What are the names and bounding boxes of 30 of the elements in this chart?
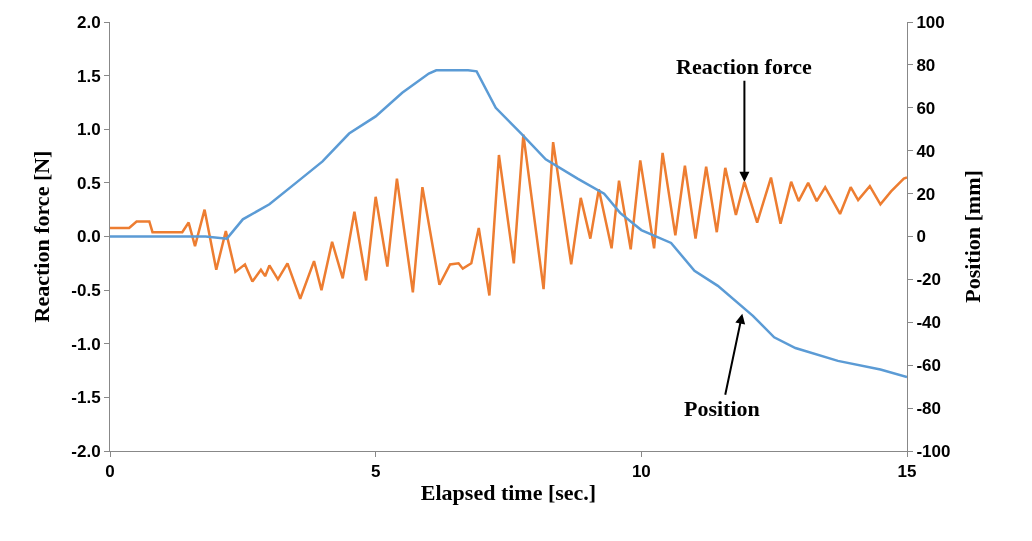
x-tick-label: 15 bbox=[897, 462, 917, 482]
y2-axis-title: Position [mm] bbox=[960, 170, 986, 303]
y2-tick-label: -80 bbox=[916, 399, 941, 419]
y2-tick-label: -40 bbox=[916, 313, 941, 333]
y-tick-label: 1.0 bbox=[76, 120, 101, 140]
y-tick-label: -1.0 bbox=[71, 334, 101, 354]
x-tick-label: 0 bbox=[105, 462, 115, 482]
x-tick-label: 10 bbox=[631, 462, 651, 482]
y2-tick-label: -60 bbox=[916, 356, 941, 376]
y2-tick-label: 60 bbox=[916, 98, 936, 118]
y-tick-label: 0.5 bbox=[76, 173, 101, 193]
y-tick-label: -1.5 bbox=[71, 388, 101, 408]
annotation: Position bbox=[684, 396, 760, 421]
y2-tick-label: 80 bbox=[916, 55, 936, 75]
x-axis-title: Elapsed time [sec.] bbox=[420, 480, 597, 506]
y2-tick-label: 100 bbox=[916, 12, 945, 32]
y2-tick-label: 0 bbox=[916, 227, 926, 247]
y-tick-label: 0.0 bbox=[76, 227, 101, 247]
annotation: Reaction force bbox=[676, 54, 813, 79]
y2-tick-label: -100 bbox=[916, 441, 951, 461]
y2-tick-label: 40 bbox=[916, 141, 936, 161]
y2-tick-label: -20 bbox=[916, 270, 941, 290]
line-series bbox=[110, 133, 907, 300]
y-tick-label: -2.0 bbox=[71, 441, 101, 461]
y-axis-title: Reaction force [N] bbox=[29, 150, 55, 323]
y-tick-label: -0.5 bbox=[71, 281, 101, 301]
x-tick-label: 5 bbox=[370, 462, 381, 482]
y2-tick-label: 20 bbox=[916, 184, 936, 204]
y-tick-label: 1.5 bbox=[76, 66, 101, 86]
y-tick-label: 2.0 bbox=[76, 12, 101, 32]
